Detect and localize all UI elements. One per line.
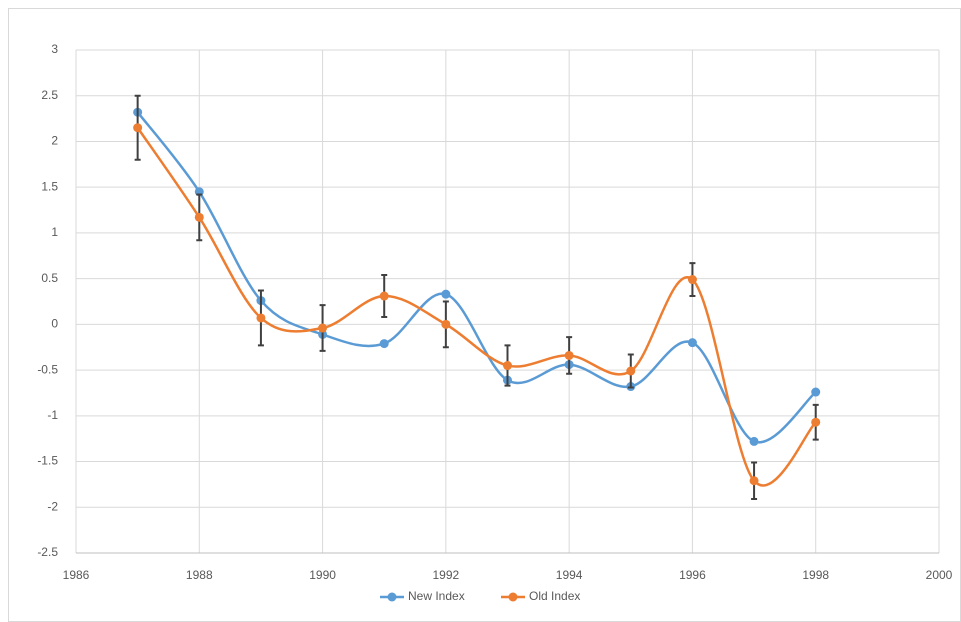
legend-marker (508, 592, 518, 602)
y-tick-label: 1.5 (41, 179, 58, 193)
legend-label: New Index (408, 589, 465, 603)
y-tick-label: 0.5 (41, 271, 58, 285)
y-tick-label: -1.5 (37, 454, 58, 468)
legend-label: Old Index (529, 589, 580, 603)
legend-marker (387, 592, 397, 602)
x-tick-label: 1988 (186, 568, 213, 582)
data-point (811, 387, 821, 397)
y-tick-label: 0 (51, 317, 58, 331)
series-line (136, 111, 817, 444)
y-tick-label: 3 (51, 42, 58, 56)
y-tick-label: 2.5 (41, 88, 58, 102)
data-point (749, 436, 759, 446)
y-tick-label: 2 (51, 134, 58, 148)
data-point (379, 291, 389, 301)
x-tick-label: 1992 (433, 568, 460, 582)
data-point (133, 123, 143, 133)
x-tick-label: 1998 (802, 568, 829, 582)
x-tick-label: 2000 (926, 568, 953, 582)
data-point (811, 417, 821, 427)
y-tick-label: -0.5 (37, 362, 58, 376)
y-tick-label: -2.5 (37, 545, 58, 559)
data-point (379, 339, 389, 349)
data-point (441, 289, 451, 299)
y-tick-label: -1 (47, 408, 58, 422)
x-tick-label: 1994 (556, 568, 583, 582)
x-tick-label: 1990 (309, 568, 336, 582)
y-tick-label: 1 (51, 225, 58, 239)
data-point (687, 338, 697, 348)
data-point (194, 212, 204, 222)
x-tick-label: 1996 (679, 568, 706, 582)
data-point (503, 361, 512, 371)
data-point (626, 366, 636, 376)
x-tick-label: 1986 (63, 568, 90, 582)
data-point (318, 323, 328, 333)
chart-frame (8, 8, 961, 622)
data-point (256, 313, 266, 323)
data-point (441, 319, 451, 329)
y-tick-label: -2 (47, 499, 58, 513)
data-point (564, 350, 574, 360)
data-point (749, 476, 759, 486)
data-point (687, 275, 697, 285)
